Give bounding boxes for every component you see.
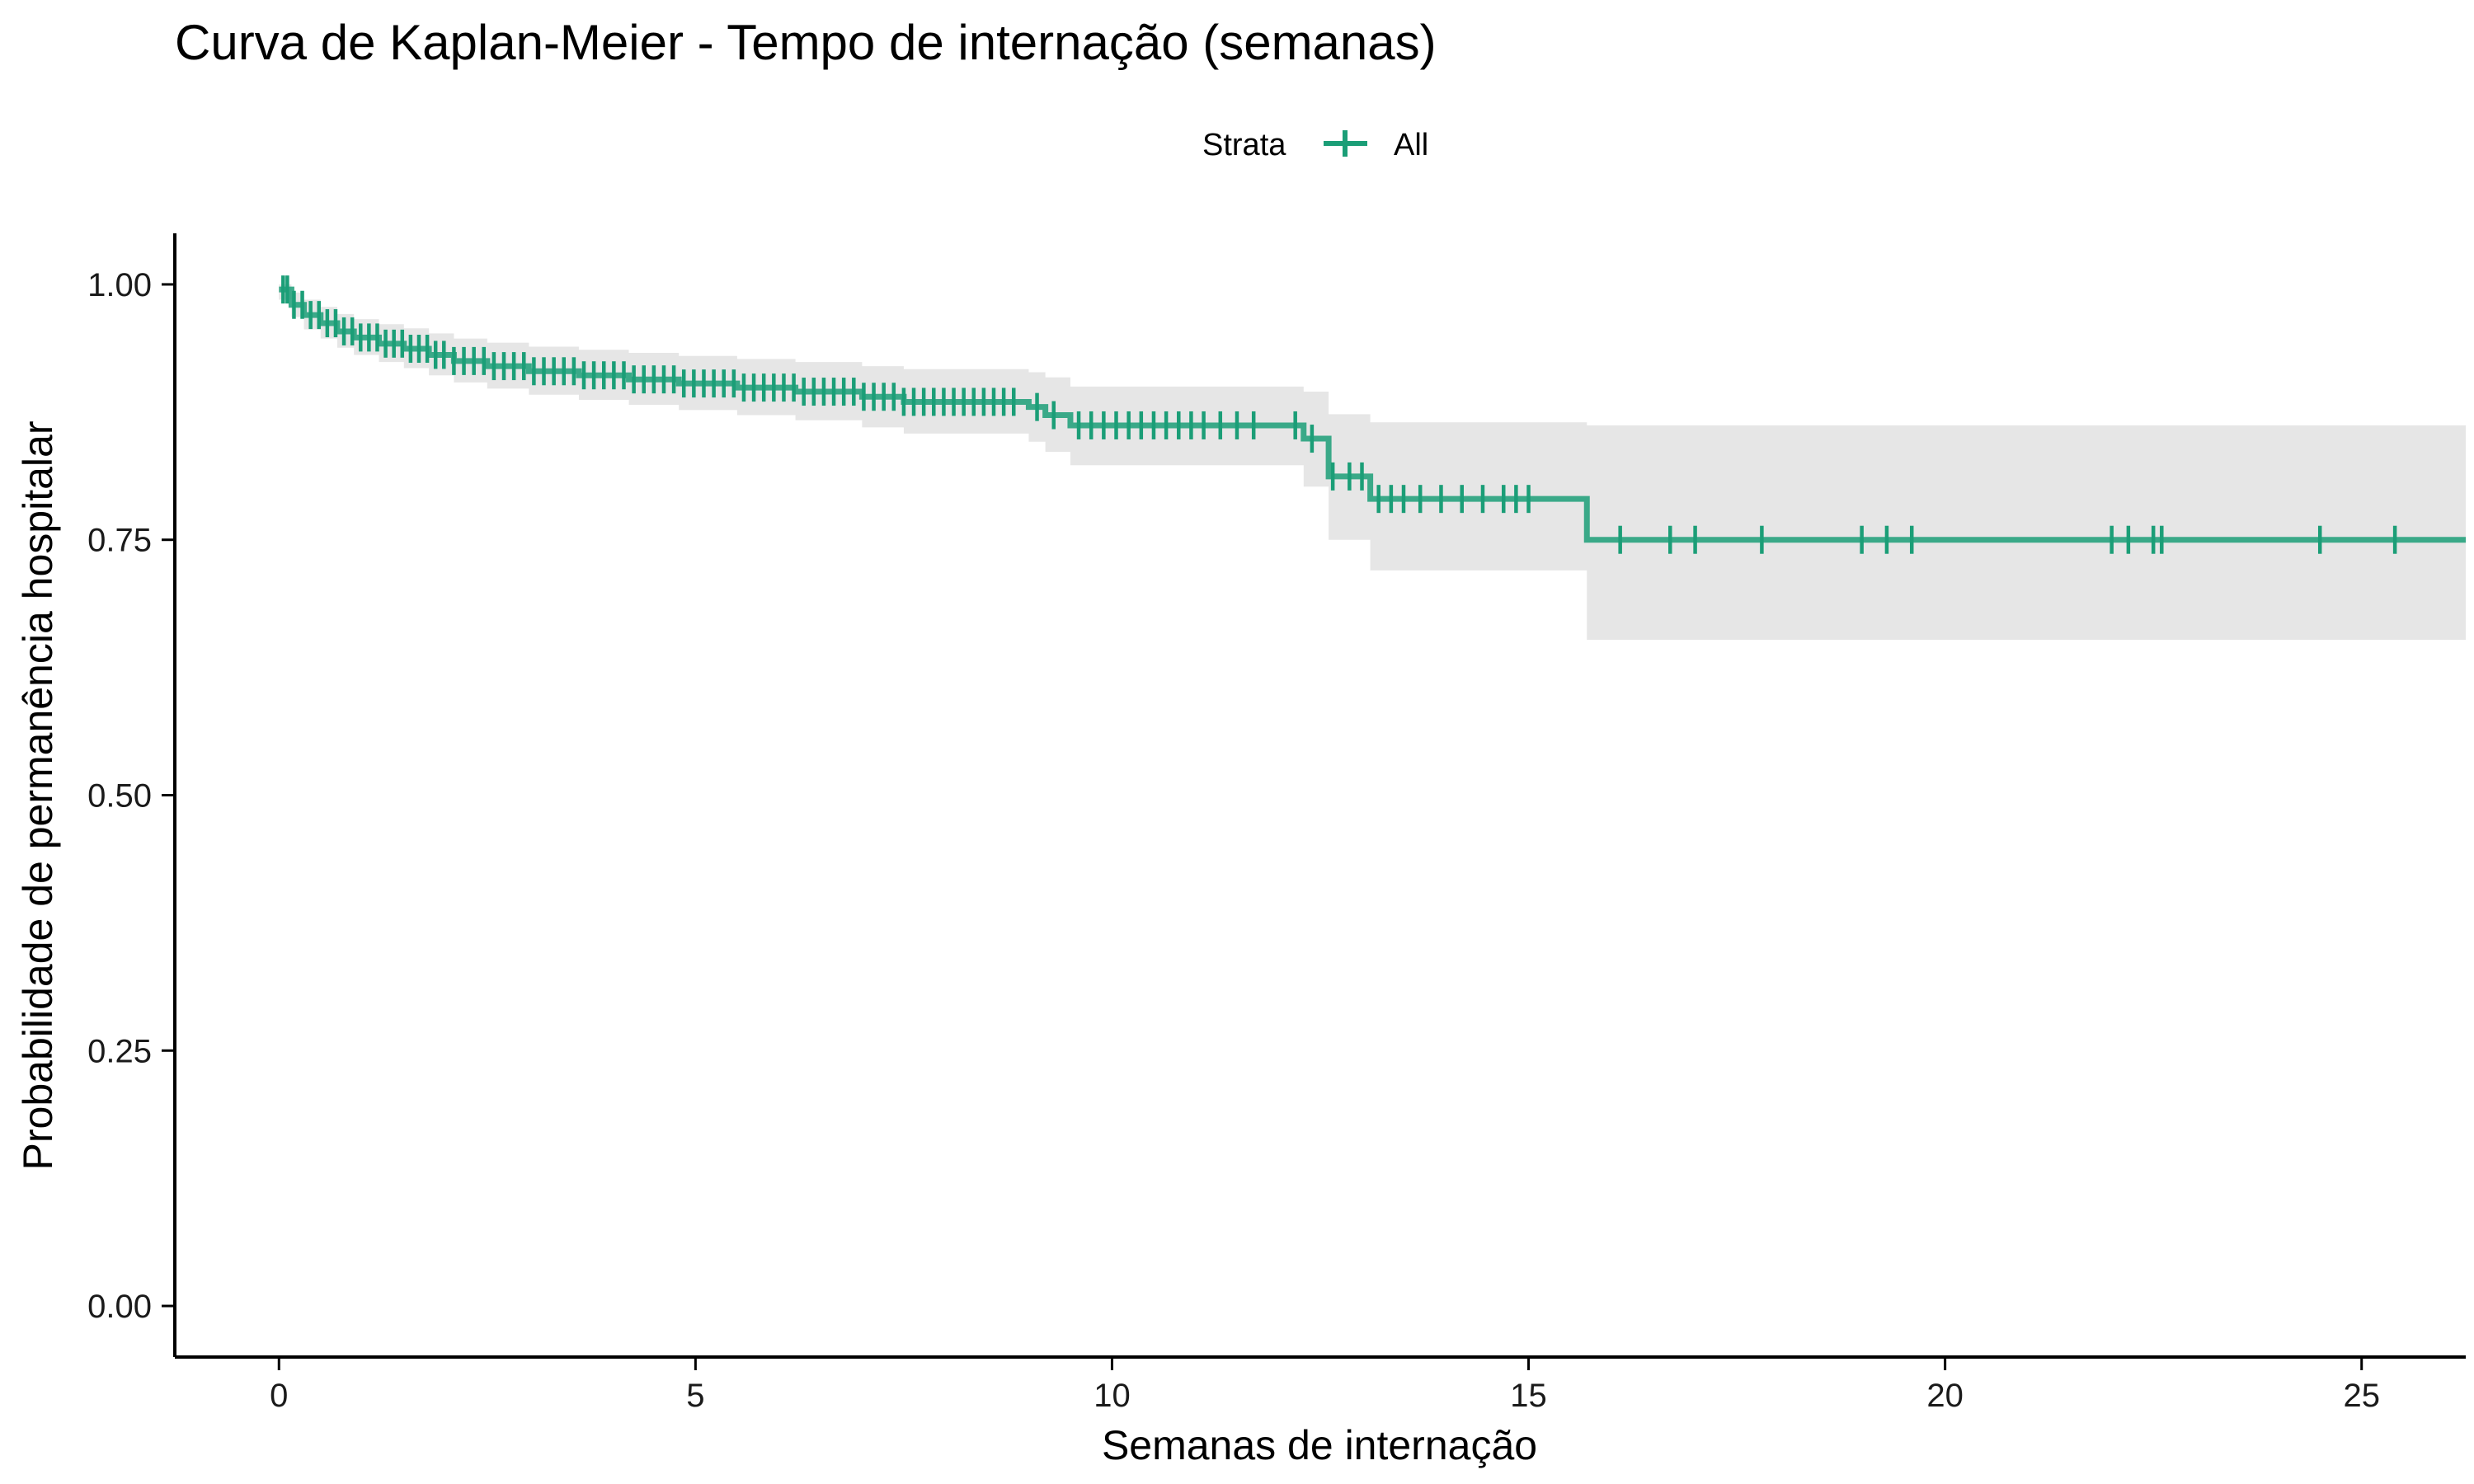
y-ticks: 0.00 0.25 0.50 0.75 1.00	[87, 267, 175, 1325]
x-tick-label: 10	[1094, 1378, 1131, 1414]
legend-title: Strata	[1202, 128, 1286, 162]
y-tick-label: 0.00	[87, 1289, 152, 1325]
x-tick-label: 0	[270, 1378, 288, 1414]
y-tick-label: 0.25	[87, 1033, 152, 1069]
y-axis: 0.00 0.25 0.50 0.75 1.00	[87, 233, 176, 1357]
censor-marks-layer	[281, 275, 2397, 554]
x-tick-label: 25	[2343, 1378, 2380, 1414]
x-tick-label: 15	[1510, 1378, 1547, 1414]
x-axis: 0 5 10 15 20 25	[175, 1355, 2466, 1414]
confidence-band-layer	[279, 284, 2467, 641]
chart-title: Curva de Kaplan-Meier - Tempo de interna…	[175, 15, 1437, 70]
y-tick-label: 1.00	[87, 267, 152, 303]
confidence-band	[279, 284, 2467, 641]
legend: Strata All	[1202, 128, 1428, 162]
x-tick-label: 5	[686, 1378, 704, 1414]
y-tick-label: 0.50	[87, 778, 152, 815]
x-tick-label: 20	[1926, 1378, 1964, 1414]
y-axis-title: Probabilidade de permanência hospitalar	[15, 421, 61, 1171]
y-tick-label: 0.75	[87, 523, 152, 559]
x-axis-title: Semanas de internação	[1102, 1422, 1537, 1468]
plot-panel	[279, 275, 2467, 641]
x-ticks: 0 5 10 15 20 25	[270, 1357, 2380, 1414]
legend-label-all: All	[1394, 128, 1428, 162]
legend-key-all	[1324, 130, 1367, 157]
